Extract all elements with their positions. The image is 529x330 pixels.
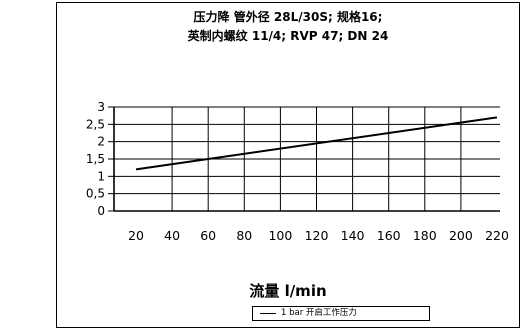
y-tick-label-5: 2,5 [86,117,105,131]
series-line-0 [135,116,498,171]
x-tick-label-0: 20 [128,228,144,243]
y-tick-label-0: 0 [97,204,105,218]
x-tick-label-3: 80 [236,228,252,243]
x-tick-label-5: 120 [305,228,329,243]
chart-title-line-2: 英制内螺纹 11/4; RVP 47; DN 24 [187,29,389,43]
legend-entry-label: 1 bar 开启工作压力 [281,308,357,318]
y-tick-label-2: 1 [97,169,105,183]
x-tick-label-2: 60 [200,228,216,243]
chart-frame [56,2,520,328]
chart-title: 压力降 管外径 28L/30S; 规格16; 英制内螺纹 11/4; RVP 4… [56,8,520,46]
y-tick-label-4: 2 [97,135,105,149]
y-tick-label-6: 3 [97,100,105,114]
y-tick-label-3: 1,5 [86,152,105,166]
x-tick-label-4: 100 [268,228,292,243]
x-tick-label-8: 180 [413,228,437,243]
x-tick-label-7: 160 [377,228,401,243]
x-tick-label-9: 200 [449,228,473,243]
y-tick-label-1: 0,5 [86,187,105,201]
chart-title-line-1: 压力降 管外径 28L/30S; 规格16; [193,10,383,24]
x-tick-label-6: 140 [341,228,365,243]
legend-swatch [260,313,276,314]
legend: 1 bar 开启工作压力 [252,306,430,321]
x-axis-label: 流量 l/min [249,282,327,300]
x-tick-label-10: 220 [485,228,509,243]
x-tick-label-1: 40 [164,228,180,243]
